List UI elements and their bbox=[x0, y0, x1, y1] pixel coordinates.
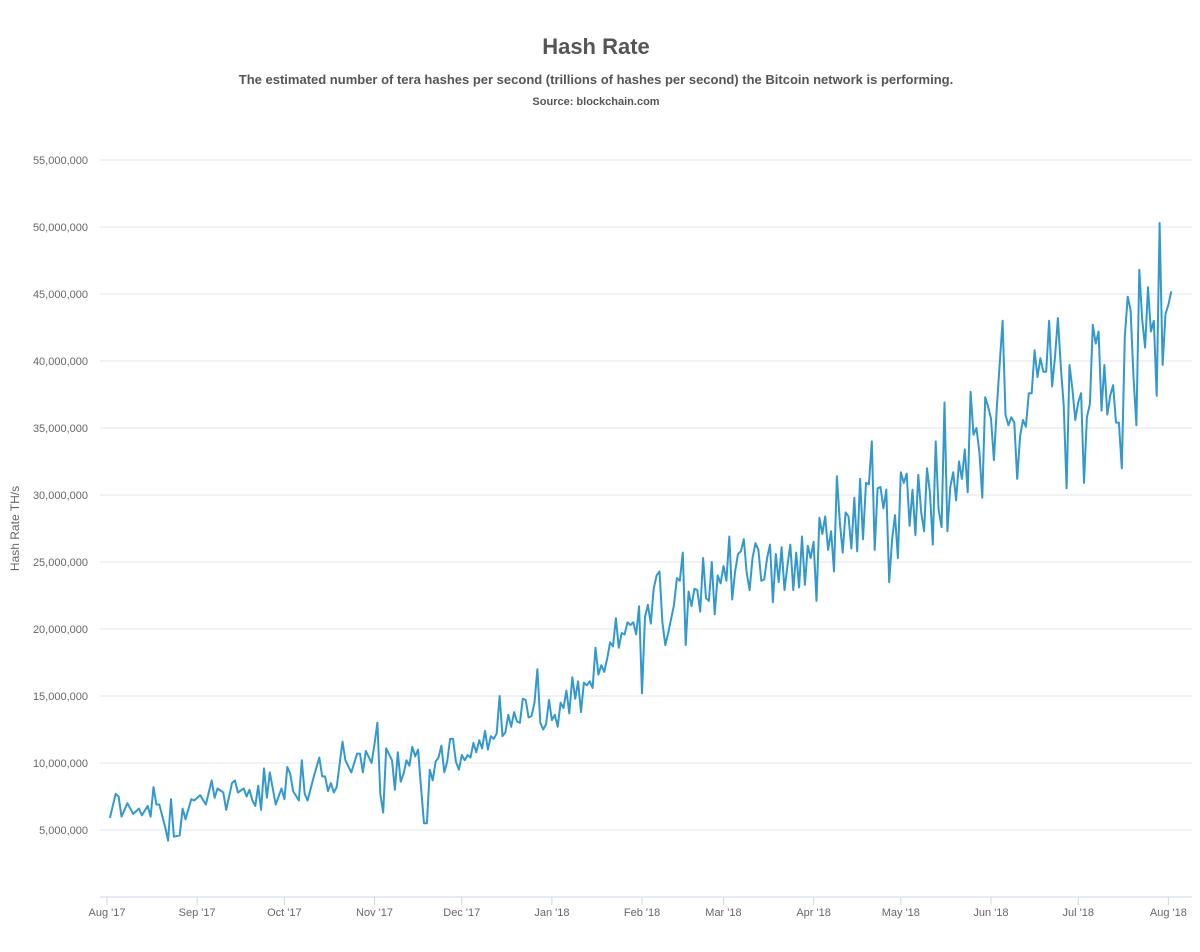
x-tick-label: Feb '18 bbox=[624, 907, 660, 919]
x-tick-label: Aug '18 bbox=[1150, 907, 1187, 919]
x-tick-label: Apr '18 bbox=[796, 907, 831, 919]
y-tick-label: 40,000,000 bbox=[33, 356, 88, 368]
y-tick-label: 50,000,000 bbox=[33, 222, 88, 234]
y-tick-label: 45,000,000 bbox=[33, 289, 88, 301]
y-tick-label: 20,000,000 bbox=[33, 624, 88, 636]
x-tick-label: Dec '17 bbox=[443, 907, 480, 919]
x-tick-label: Jan '18 bbox=[534, 907, 569, 919]
x-tick-label: Oct '17 bbox=[267, 907, 302, 919]
y-tick-label: 30,000,000 bbox=[33, 490, 88, 502]
chart-title: Hash Rate bbox=[542, 34, 650, 59]
y-tick-label: 25,000,000 bbox=[33, 557, 88, 569]
x-tick-label: May '18 bbox=[882, 907, 920, 919]
y-tick-label: 55,000,000 bbox=[33, 155, 88, 167]
x-tick-label: Jun '18 bbox=[973, 907, 1008, 919]
y-tick-label: 15,000,000 bbox=[33, 691, 88, 703]
grid-lines bbox=[100, 159, 1192, 831]
chart-subtitle: The estimated number of tera hashes per … bbox=[238, 72, 954, 87]
x-tick-label: Sep '17 bbox=[179, 907, 216, 919]
y-axis-label: Hash Rate TH/s bbox=[8, 486, 22, 571]
chart-source: Source: blockchain.com bbox=[532, 96, 660, 108]
x-tick-label: Nov '17 bbox=[356, 907, 393, 919]
y-tick-label: 5,000,000 bbox=[39, 825, 88, 837]
y-axis-ticks: 5,000,000 10,000,000 15,000,000 20,000,000 2… bbox=[33, 155, 88, 837]
x-tick-label: Jul '18 bbox=[1062, 907, 1093, 919]
x-tick-label: Mar '18 bbox=[705, 907, 741, 919]
y-tick-label: 35,000,000 bbox=[33, 423, 88, 435]
y-tick-label: 10,000,000 bbox=[33, 758, 88, 770]
hash-rate-series-line bbox=[108, 222, 1173, 842]
x-tick-label: Aug '17 bbox=[89, 907, 126, 919]
x-axis-ticks: Aug '17 Sep '17 Oct '17 Nov '17 Dec '17 Jan '… bbox=[89, 897, 1187, 919]
